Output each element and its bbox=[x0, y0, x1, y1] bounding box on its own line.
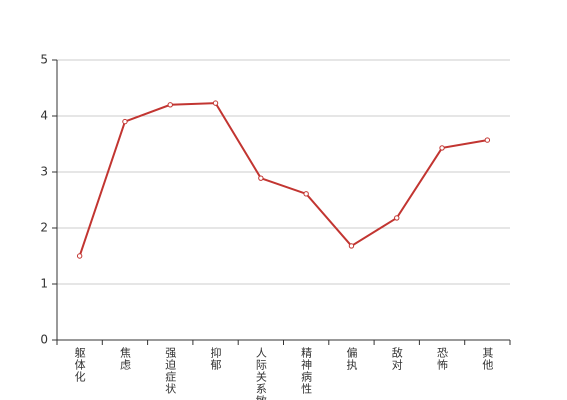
line bbox=[78, 102, 488, 257]
y-tick-label: 3 bbox=[40, 165, 48, 179]
point bbox=[303, 191, 309, 197]
point bbox=[258, 175, 264, 181]
x-tick-label: 抑郁 bbox=[209, 346, 222, 371]
y-tick-label: 5 bbox=[40, 53, 48, 67]
x-tick-label: 人际关系敏感 bbox=[254, 347, 267, 400]
x-tick-label: 焦虑 bbox=[118, 347, 131, 371]
y-tick-label: 2 bbox=[40, 221, 48, 235]
x-tick-label: 躯体化 bbox=[73, 347, 86, 383]
x-tick-label: 强迫症状 bbox=[164, 347, 177, 395]
y-tick-label: 4 bbox=[40, 109, 48, 123]
x-tick-label: 精神病性 bbox=[300, 347, 313, 395]
x-tick-label: 恐怖 bbox=[436, 347, 449, 371]
point bbox=[122, 118, 128, 125]
x-tick-label: 偏执 bbox=[345, 346, 358, 371]
y-tick-label: 0 bbox=[40, 333, 48, 347]
point bbox=[348, 243, 355, 249]
point bbox=[484, 137, 491, 143]
point bbox=[76, 253, 83, 259]
x-tick-label: 敌对 bbox=[390, 346, 403, 371]
x-tick-label: 其他 bbox=[481, 347, 494, 371]
point bbox=[439, 145, 445, 151]
point bbox=[167, 102, 173, 108]
y-tick-label: 1 bbox=[40, 277, 48, 291]
point bbox=[394, 215, 400, 221]
point bbox=[212, 100, 219, 106]
